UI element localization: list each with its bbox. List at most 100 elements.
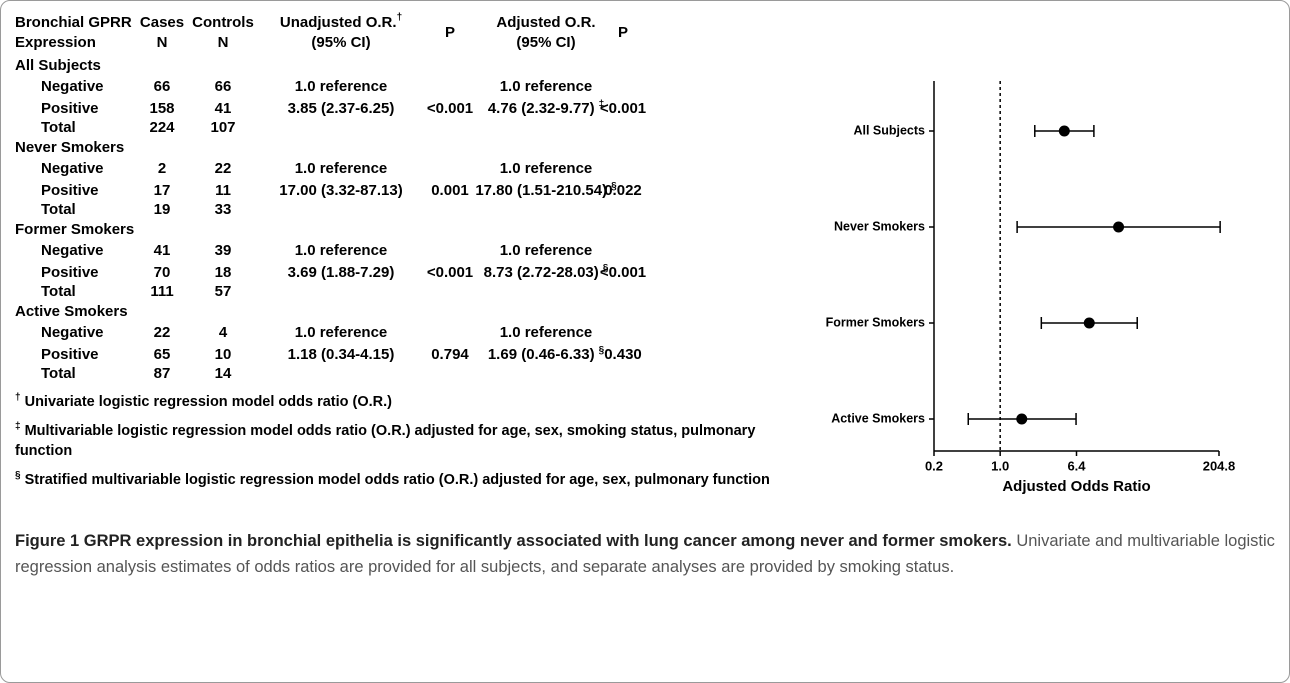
cell-text: <0.001 xyxy=(427,100,473,117)
footnote: † Univariate logistic regression model o… xyxy=(15,388,790,412)
row-label: Total xyxy=(41,365,76,382)
footnote-mark: ‡ xyxy=(599,99,605,110)
table-cell: 1.0 reference xyxy=(500,160,593,177)
table-cell: 70 xyxy=(154,264,171,281)
cell-text: 4.76 (2.32-9.77) xyxy=(488,100,595,117)
table-cell: 107 xyxy=(210,119,235,136)
footnote-text: Stratified multivariable logistic regres… xyxy=(24,471,770,488)
cell-text: 14 xyxy=(215,365,232,382)
point-estimate xyxy=(1016,413,1028,425)
footnote-mark: § xyxy=(611,181,617,192)
cell-text: 1.18 (0.34-4.15) xyxy=(288,346,395,363)
y-tick-label: All Subjects xyxy=(853,123,925,137)
table-cell: 41 xyxy=(154,242,171,259)
cell-text: 8.73 (2.72-28.03) xyxy=(484,264,599,281)
row-label: Positive xyxy=(41,346,99,363)
column-header: (95% CI) xyxy=(311,34,370,51)
column-header: Cases xyxy=(140,14,184,31)
footnote: ‡ Multivariable logistic regression mode… xyxy=(15,417,790,461)
caption: Figure 1 GRPR expression in bronchial ep… xyxy=(15,528,1277,580)
x-tick-label: 0.2 xyxy=(925,458,943,473)
column-header: N xyxy=(157,34,168,51)
cell-text: 107 xyxy=(210,119,235,136)
column-header: Bronchial GPRR xyxy=(15,14,132,31)
table-cell: 1.0 reference xyxy=(500,242,593,259)
table-cell: 66 xyxy=(215,78,232,95)
table-cell: 66 xyxy=(154,78,171,95)
column-header: P xyxy=(618,24,628,41)
cell-text: 41 xyxy=(154,242,171,259)
cell-text: 66 xyxy=(154,78,171,95)
row-label: Negative xyxy=(41,324,104,341)
cell-text: 1.0 reference xyxy=(500,242,593,259)
table-cell: 1.0 reference xyxy=(295,324,388,341)
table-cell: 158 xyxy=(149,100,174,117)
column-header: N xyxy=(218,34,229,51)
table-cell: 0.001 xyxy=(431,182,469,199)
column-header: Controls xyxy=(192,14,254,31)
table-cell: 39 xyxy=(215,242,232,259)
y-tick-label: Former Smokers xyxy=(826,315,925,329)
cell-text: 10 xyxy=(215,346,232,363)
table-cell: 19 xyxy=(154,201,171,218)
table-cell: 0.022 xyxy=(604,182,642,199)
figure-graphics: Bronchial GPRR Expression Cases N Controls N U… xyxy=(15,12,1236,495)
table-cell: 87 xyxy=(154,365,171,382)
caption-title: GRPR expression in bronchial epithelia i… xyxy=(83,532,1012,550)
table-cell: 41 xyxy=(215,100,232,117)
row-label: Negative xyxy=(41,78,104,95)
caption-label: Figure 1 xyxy=(15,532,80,550)
table-cell: 11 xyxy=(215,182,231,199)
header-text: N xyxy=(218,34,229,51)
cell-text: <0.001 xyxy=(600,100,646,117)
column-header: (95% CI) xyxy=(516,34,575,51)
group-label: Former Smokers xyxy=(15,221,134,238)
table-cell: 18 xyxy=(215,264,232,281)
table-cell: 1.0 reference xyxy=(295,78,388,95)
header-text: Bronchial GPRR xyxy=(15,14,132,31)
header-text: (95% CI) xyxy=(311,34,370,51)
cell-text: 18 xyxy=(215,264,232,281)
table-cell: 17.00 (3.32-87.13) xyxy=(279,182,402,199)
header-text: Adjusted O.R. xyxy=(496,14,595,31)
footnote-mark: § xyxy=(15,469,21,481)
cell-text: 1.69 (0.46-6.33) xyxy=(488,346,595,363)
x-tick-label: 6.4 xyxy=(1067,458,1086,473)
table-cell: 0.794 xyxy=(431,346,469,363)
y-tick-label: Never Smokers xyxy=(834,219,925,233)
cell-text: 33 xyxy=(215,201,232,218)
point-estimate xyxy=(1083,317,1095,329)
header-text: (95% CI) xyxy=(516,34,575,51)
row-label: Total xyxy=(41,201,76,218)
cell-text: 1.0 reference xyxy=(500,324,593,341)
cell-text: 66 xyxy=(215,78,232,95)
row-label: Total xyxy=(41,119,76,136)
group-label: Never Smokers xyxy=(15,139,124,156)
footnote-mark: ‡ xyxy=(15,420,21,432)
table-cell: 33 xyxy=(215,201,232,218)
table-cell: 22 xyxy=(215,160,232,177)
cell-text: 224 xyxy=(149,119,175,136)
cell-text: 70 xyxy=(154,264,171,281)
table-cell: 3.85 (2.37-6.25) xyxy=(288,100,395,117)
table-cell: 57 xyxy=(215,283,232,300)
row-label: Negative xyxy=(41,242,104,259)
cell-text: 1.0 reference xyxy=(295,78,388,95)
cell-text: 1.0 reference xyxy=(500,78,593,95)
header-text: Cases xyxy=(140,14,184,31)
cell-text: 11 xyxy=(215,182,231,199)
table-cell: 111 xyxy=(150,283,173,300)
table-cell: 8.73 (2.72-28.03) § xyxy=(484,263,609,281)
table-cell: 22 xyxy=(154,324,171,341)
x-tick-label: 204.8 xyxy=(1203,458,1236,473)
table-cell: 1.0 reference xyxy=(500,78,593,95)
cell-text: 65 xyxy=(154,346,171,363)
row-label: Total xyxy=(41,283,76,300)
table-cell: 4 xyxy=(219,324,228,341)
table-cell: 1.0 reference xyxy=(500,324,593,341)
table-cell: 65 xyxy=(154,346,171,363)
row-label: Positive xyxy=(41,100,99,117)
cell-text: 17 xyxy=(154,182,171,199)
table-cell: <0.001 xyxy=(600,100,646,117)
header-text: P xyxy=(618,24,628,41)
